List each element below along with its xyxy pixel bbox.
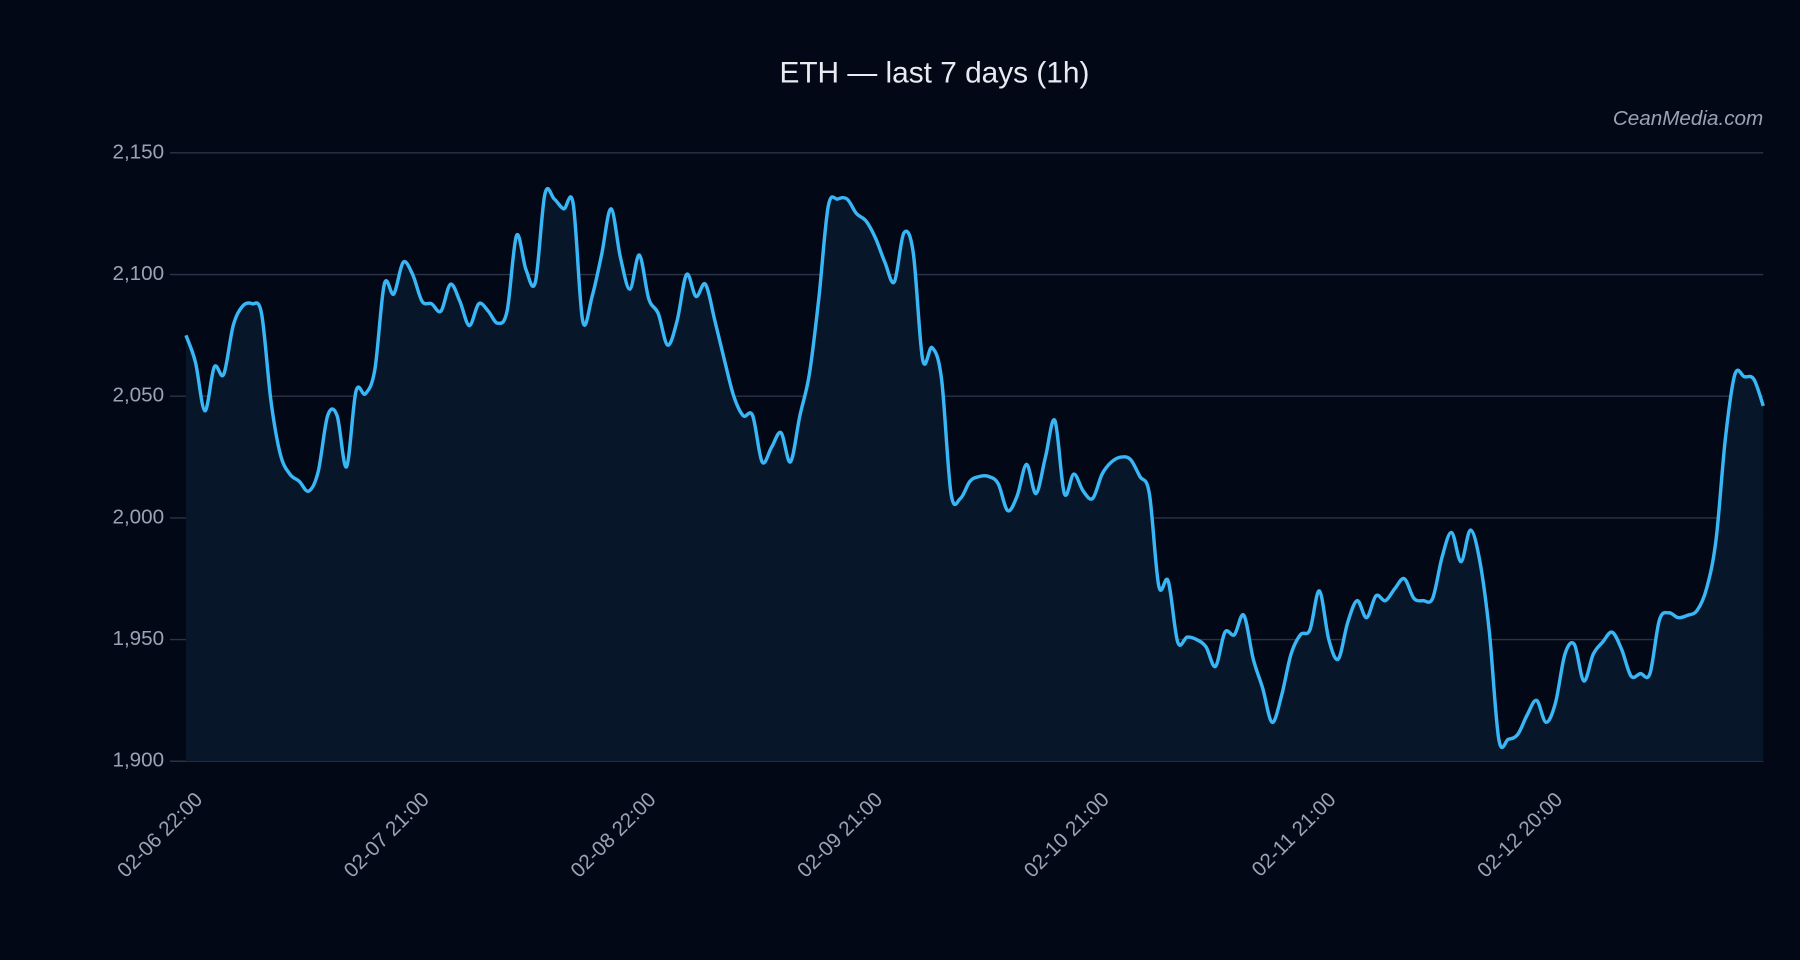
y-tick-label: 2,100 [112, 262, 164, 285]
price-line [184, 187, 1765, 750]
watermark: CeanMedia.com [1613, 107, 1763, 130]
y-tick-label: 2,000 [112, 505, 164, 528]
y-tick-label: 2,050 [112, 384, 164, 407]
y-tick-label: 2,150 [112, 140, 164, 163]
y-tick-label: 1,950 [112, 627, 164, 650]
y-tick-label: 1,900 [112, 749, 164, 772]
chart-title: ETH — last 7 days (1h) [779, 57, 1089, 90]
area-fill [185, 188, 1764, 762]
